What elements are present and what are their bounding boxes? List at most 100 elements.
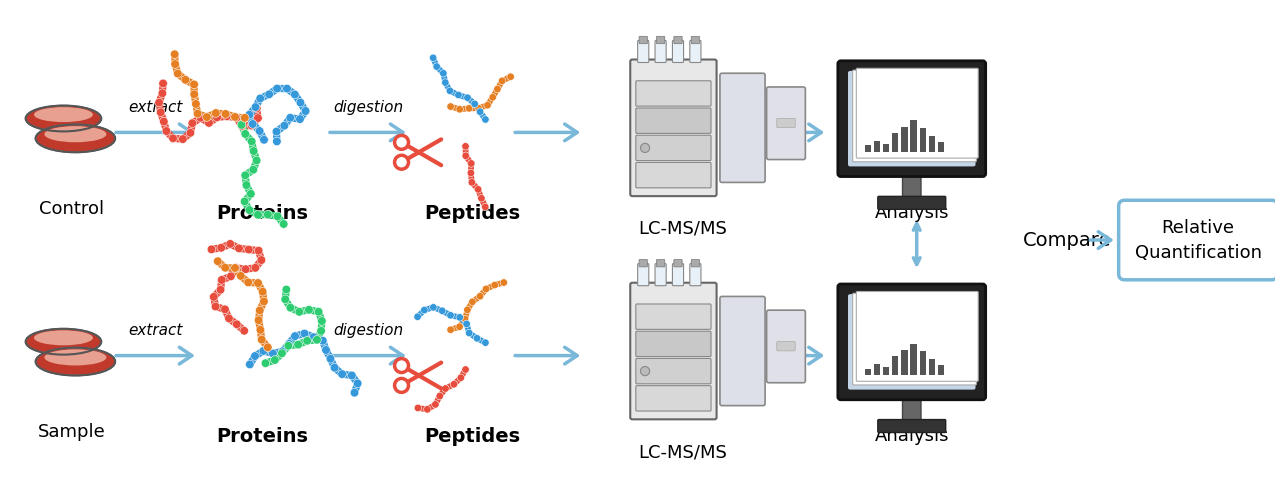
Circle shape (189, 80, 198, 89)
Text: extract: extract (128, 100, 183, 115)
Circle shape (210, 292, 218, 301)
Circle shape (248, 120, 257, 128)
Circle shape (278, 347, 287, 356)
FancyBboxPatch shape (636, 108, 710, 133)
Circle shape (212, 113, 221, 122)
Circle shape (430, 304, 436, 311)
Circle shape (462, 152, 470, 160)
Bar (929, 359, 936, 375)
Circle shape (301, 329, 308, 338)
Circle shape (256, 325, 265, 334)
Circle shape (169, 134, 178, 142)
Circle shape (285, 113, 294, 122)
Circle shape (273, 127, 280, 136)
Circle shape (189, 90, 198, 99)
Circle shape (494, 85, 502, 93)
Circle shape (456, 314, 463, 321)
Circle shape (477, 195, 485, 202)
FancyBboxPatch shape (767, 87, 805, 160)
Circle shape (454, 91, 462, 99)
Circle shape (312, 335, 321, 344)
Circle shape (269, 349, 278, 358)
Circle shape (230, 264, 239, 272)
Circle shape (467, 160, 475, 167)
Circle shape (481, 116, 489, 123)
Text: Analysis: Analysis (874, 427, 948, 445)
Circle shape (278, 349, 287, 358)
Circle shape (250, 165, 257, 174)
FancyBboxPatch shape (673, 260, 682, 267)
Circle shape (244, 206, 253, 214)
Circle shape (260, 136, 269, 144)
Circle shape (447, 87, 453, 95)
Circle shape (253, 114, 262, 122)
Bar (883, 144, 890, 152)
Circle shape (291, 332, 300, 341)
Bar (938, 366, 945, 375)
Circle shape (394, 379, 408, 392)
Circle shape (474, 335, 481, 342)
Circle shape (227, 240, 234, 248)
Circle shape (259, 287, 268, 296)
Circle shape (242, 181, 251, 189)
Circle shape (475, 104, 483, 112)
Circle shape (241, 171, 250, 180)
Circle shape (296, 115, 305, 123)
Ellipse shape (36, 347, 115, 375)
Circle shape (207, 245, 216, 254)
Circle shape (163, 127, 170, 135)
Text: Sample: Sample (37, 423, 105, 441)
FancyBboxPatch shape (777, 119, 795, 128)
Circle shape (256, 94, 265, 102)
Circle shape (294, 340, 302, 349)
Circle shape (481, 339, 489, 346)
FancyBboxPatch shape (630, 60, 717, 196)
Circle shape (265, 90, 274, 99)
Circle shape (253, 210, 262, 219)
Circle shape (178, 135, 187, 143)
Circle shape (394, 359, 408, 372)
Circle shape (246, 360, 255, 369)
Circle shape (241, 114, 250, 122)
Circle shape (416, 373, 421, 378)
Bar (919, 128, 925, 152)
Circle shape (475, 185, 481, 193)
Text: Analysis: Analysis (874, 204, 948, 222)
FancyBboxPatch shape (902, 173, 922, 200)
Ellipse shape (26, 105, 101, 131)
Bar (864, 368, 870, 375)
Circle shape (294, 307, 303, 316)
FancyBboxPatch shape (719, 73, 765, 183)
Circle shape (251, 264, 260, 272)
Circle shape (284, 342, 293, 350)
Circle shape (326, 354, 335, 363)
Circle shape (317, 326, 325, 335)
Circle shape (315, 307, 323, 316)
Circle shape (429, 54, 436, 61)
Ellipse shape (45, 126, 106, 142)
Circle shape (439, 307, 445, 314)
Circle shape (447, 312, 454, 319)
Circle shape (264, 343, 273, 352)
Circle shape (264, 210, 273, 219)
Circle shape (461, 315, 468, 323)
Circle shape (489, 94, 497, 101)
Circle shape (466, 329, 472, 337)
Circle shape (193, 109, 202, 118)
Bar (938, 142, 945, 152)
Bar (892, 133, 899, 152)
Circle shape (348, 371, 356, 380)
Circle shape (351, 388, 358, 397)
Circle shape (436, 392, 443, 400)
Ellipse shape (36, 124, 115, 152)
Circle shape (244, 245, 253, 254)
Circle shape (186, 128, 195, 137)
Circle shape (451, 381, 458, 388)
Text: Proteins: Proteins (216, 204, 308, 223)
Circle shape (431, 401, 439, 408)
Circle shape (498, 77, 506, 84)
FancyBboxPatch shape (636, 81, 710, 106)
Circle shape (481, 203, 489, 211)
Circle shape (319, 336, 328, 345)
Circle shape (330, 364, 339, 372)
